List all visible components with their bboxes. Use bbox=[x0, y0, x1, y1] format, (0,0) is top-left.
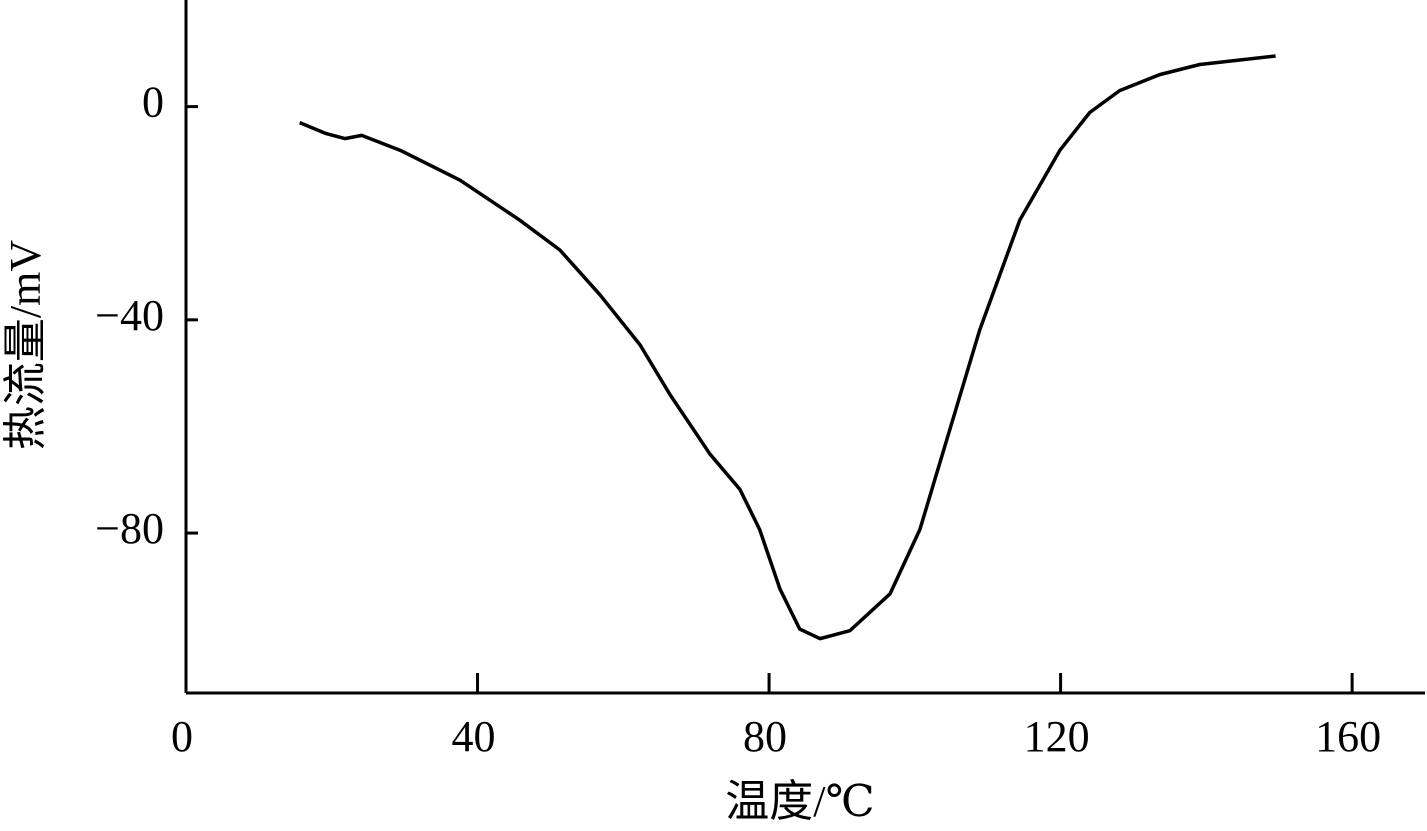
y-tick-label: 0 bbox=[142, 78, 164, 127]
line-series bbox=[299, 54, 1276, 641]
x-tick-label: 160 bbox=[1315, 712, 1381, 761]
x-tick-label: 40 bbox=[452, 712, 496, 761]
y-tick-label: −40 bbox=[95, 291, 164, 340]
x-tick-label: 0 bbox=[171, 712, 193, 761]
x-axis-label: 温度/℃ bbox=[725, 777, 874, 826]
x-tick-label: 80 bbox=[743, 712, 787, 761]
x-tick-label: 120 bbox=[1024, 712, 1090, 761]
y-axis-label: 热流量/mV bbox=[1, 240, 50, 450]
y-tick-label: −80 bbox=[95, 504, 164, 553]
